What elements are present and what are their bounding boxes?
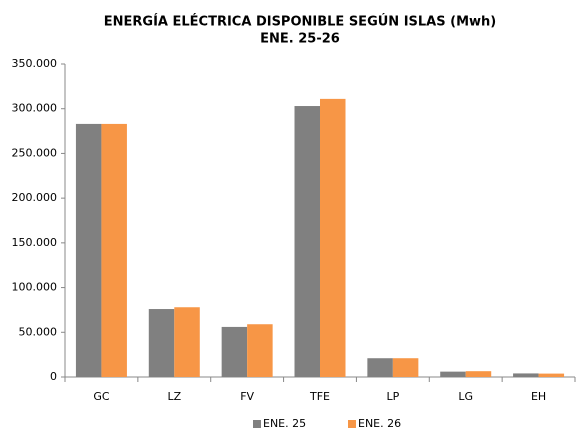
- bar: [320, 98, 346, 378]
- y-tick-label: 150.000: [12, 236, 58, 249]
- bar: [513, 373, 539, 377]
- y-tick-label: 250.000: [12, 146, 58, 159]
- y-tick-label: 300.000: [12, 102, 58, 115]
- legend-swatch: [348, 420, 356, 428]
- chart-title: ENERGÍA ELÉCTRICA DISPONIBLE SEGÚN ISLAS…: [104, 14, 496, 30]
- x-tick-label: LP: [386, 390, 399, 403]
- bar: [174, 307, 200, 377]
- bar: [247, 324, 273, 377]
- bar: [392, 358, 419, 377]
- x-tick-label: GC: [93, 390, 110, 403]
- x-tick-label: FV: [240, 390, 254, 403]
- y-tick-label: 200.000: [12, 191, 58, 204]
- y-tick-label: 350.000: [12, 57, 58, 70]
- y-tick-label: 100.000: [12, 281, 58, 294]
- x-tick-label: TFE: [309, 390, 330, 403]
- chart-subtitle: ENE. 25-26: [260, 32, 340, 47]
- legend-swatch: [253, 420, 261, 428]
- x-tick-label: LZ: [167, 390, 181, 403]
- bar: [75, 123, 102, 377]
- legend-label: ENE. 26: [358, 417, 401, 430]
- bar: [148, 309, 175, 377]
- bar: [367, 358, 393, 377]
- bar: [440, 371, 466, 377]
- y-tick-label: 50.000: [19, 325, 58, 338]
- bar: [294, 106, 320, 377]
- bar: [221, 326, 248, 377]
- bar: [538, 373, 565, 377]
- x-tick-label: EH: [531, 390, 546, 403]
- bar: [101, 123, 127, 377]
- x-tick-label: LG: [458, 390, 473, 403]
- y-tick-label: 0: [50, 370, 57, 383]
- legend-label: ENE. 25: [263, 417, 306, 430]
- bar: [465, 371, 492, 377]
